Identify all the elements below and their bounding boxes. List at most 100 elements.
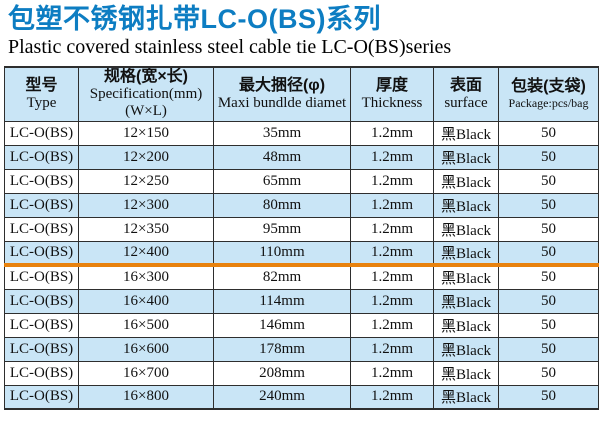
cell-diameter: 240mm [213, 384, 351, 410]
header-specification-zh: 规格(宽×长) [103, 68, 188, 86]
cell-spec: 12×250 [78, 168, 214, 194]
cell-surface: 黑Black [433, 264, 499, 290]
cell-surface: 黑Black [433, 312, 499, 338]
cell-thickness: 1.2mm [350, 312, 434, 338]
cell-spec: 12×300 [78, 192, 214, 218]
cell-spec: 16×500 [78, 312, 214, 338]
cell-diameter: 208mm [213, 360, 351, 386]
header-thickness: 厚度 Thickness [350, 66, 434, 122]
cell-diameter: 82mm [213, 264, 351, 290]
cell-thickness: 1.2mm [350, 192, 434, 218]
cell-diameter: 95mm [213, 216, 351, 242]
cell-surface: 黑Black [433, 144, 499, 170]
header-max-bundle-diameter-en: Maxi bundlde diamet [217, 94, 347, 111]
catalog-page: 包塑不锈钢扎带LC-O(BS)系列 Plastic covered stainl… [0, 4, 600, 432]
cell-surface: 黑Black [433, 120, 499, 146]
header-type: 型号 Type [4, 66, 79, 122]
cell-surface: 黑Black [433, 336, 499, 362]
cell-package: 50 [498, 264, 599, 290]
header-thickness-zh: 厚度 [375, 76, 408, 94]
cell-package: 50 [498, 168, 599, 194]
header-type-en: Type [26, 94, 57, 111]
cell-type: LC-O(BS) [4, 264, 79, 290]
cell-type: LC-O(BS) [4, 288, 79, 314]
cell-surface: 黑Black [433, 240, 499, 267]
header-max-bundle-diameter-zh: 最大捆径(φ) [238, 76, 326, 94]
cell-package: 50 [498, 360, 599, 386]
cell-type: LC-O(BS) [4, 240, 79, 267]
cell-package: 50 [498, 336, 599, 362]
cell-package: 50 [498, 144, 599, 170]
table-row: LC-O(BS) 16×600 178mm 1.2mm 黑Black 50 [4, 336, 599, 362]
cell-diameter: 48mm [213, 144, 351, 170]
cell-spec: 16×800 [78, 384, 214, 410]
cell-spec: 16×300 [78, 264, 214, 290]
cell-package: 50 [498, 240, 599, 267]
cell-spec: 12×350 [78, 216, 214, 242]
table-row: LC-O(BS) 16×300 82mm 1.2mm 黑Black 50 [4, 264, 599, 290]
cell-type: LC-O(BS) [4, 144, 79, 170]
cell-package: 50 [498, 192, 599, 218]
cell-diameter: 114mm [213, 288, 351, 314]
cell-type: LC-O(BS) [4, 312, 79, 338]
header-surface-zh: 表面 [449, 76, 482, 94]
header-surface-en: surface [444, 94, 488, 111]
cell-type: LC-O(BS) [4, 120, 79, 146]
cell-surface: 黑Black [433, 192, 499, 218]
cell-spec: 16×400 [78, 288, 214, 314]
cell-thickness: 1.2mm [350, 144, 434, 170]
cell-type: LC-O(BS) [4, 216, 79, 242]
table-row: LC-O(BS) 16×700 208mm 1.2mm 黑Black 50 [4, 360, 599, 386]
cell-type: LC-O(BS) [4, 192, 79, 218]
table-row: LC-O(BS) 16×800 240mm 1.2mm 黑Black 50 [4, 384, 599, 410]
cell-package: 50 [498, 312, 599, 338]
header-max-bundle-diameter: 最大捆径(φ) Maxi bundlde diamet [213, 66, 351, 122]
table-body: LC-O(BS) 12×150 35mm 1.2mm 黑Black 50 LC-O(BS) 1… [4, 120, 599, 410]
cell-diameter: 178mm [213, 336, 351, 362]
header-specification-en: Specification(mm) [89, 86, 203, 103]
cell-diameter: 146mm [213, 312, 351, 338]
cell-diameter: 110mm [213, 240, 351, 267]
cell-thickness: 1.2mm [350, 120, 434, 146]
spec-table-header: 型号 Type 规格(宽×长) Specification(mm) (W×L) … [4, 66, 599, 122]
cell-thickness: 1.2mm [350, 360, 434, 386]
header-package-zh: 包装(支袋) [511, 77, 586, 95]
cell-thickness: 1.2mm [350, 168, 434, 194]
header-package: 包装(支袋) Package:pcs/bag [498, 66, 599, 122]
cell-surface: 黑Black [433, 360, 499, 386]
cell-diameter: 80mm [213, 192, 351, 218]
cell-type: LC-O(BS) [4, 168, 79, 194]
table-row: LC-O(BS) 12×350 95mm 1.2mm 黑Black 50 [4, 216, 599, 242]
cell-spec: 12×400 [78, 240, 214, 267]
header-surface: 表面 surface [433, 66, 499, 122]
table-row: LC-O(BS) 12×400 110mm 1.2mm 黑Black 50 [4, 240, 599, 267]
spec-table: 型号 Type 规格(宽×长) Specification(mm) (W×L) … [4, 66, 599, 410]
cell-package: 50 [498, 384, 599, 410]
cell-thickness: 1.2mm [350, 288, 434, 314]
cell-diameter: 35mm [213, 120, 351, 146]
cell-thickness: 1.2mm [350, 336, 434, 362]
cell-surface: 黑Black [433, 168, 499, 194]
cell-spec: 16×700 [78, 360, 214, 386]
header-row: 型号 Type 规格(宽×长) Specification(mm) (W×L) … [4, 66, 599, 122]
cell-thickness: 1.2mm [350, 240, 434, 267]
cell-surface: 黑Black [433, 288, 499, 314]
cell-type: LC-O(BS) [4, 336, 79, 362]
header-package-en: Package:pcs/bag [508, 95, 589, 110]
header-thickness-en: Thickness [361, 94, 423, 111]
table-row: LC-O(BS) 12×200 48mm 1.2mm 黑Black 50 [4, 144, 599, 170]
table-row: LC-O(BS) 12×250 65mm 1.2mm 黑Black 50 [4, 168, 599, 194]
page-title-zh: 包塑不锈钢扎带LC-O(BS)系列 [8, 4, 381, 34]
table-row: LC-O(BS) 16×400 114mm 1.2mm 黑Black 50 [4, 288, 599, 314]
header-specification-en2: (W×L) [125, 103, 167, 120]
cell-thickness: 1.2mm [350, 384, 434, 410]
page-subtitle-en: Plastic covered stainless steel cable ti… [8, 36, 452, 58]
cell-surface: 黑Black [433, 216, 499, 242]
cell-package: 50 [498, 288, 599, 314]
table-row: LC-O(BS) 12×150 35mm 1.2mm 黑Black 50 [4, 120, 599, 146]
cell-spec: 12×200 [78, 144, 214, 170]
table-row: LC-O(BS) 16×500 146mm 1.2mm 黑Black 50 [4, 312, 599, 338]
cell-diameter: 65mm [213, 168, 351, 194]
table-row: LC-O(BS) 12×300 80mm 1.2mm 黑Black 50 [4, 192, 599, 218]
cell-thickness: 1.2mm [350, 216, 434, 242]
